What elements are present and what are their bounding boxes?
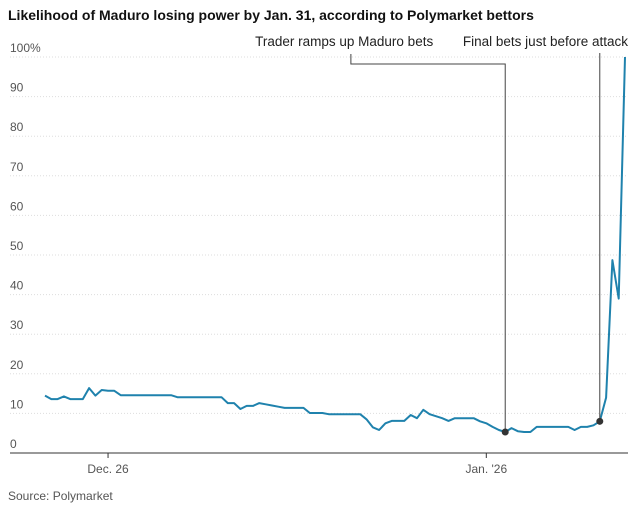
- y-tick-label: 70: [10, 160, 24, 174]
- annotation: Final bets just before attack: [463, 34, 628, 49]
- annotation: Trader ramps up Maduro bets: [255, 34, 433, 49]
- y-tick-label: 80: [10, 120, 24, 134]
- annotation-point: [596, 417, 604, 425]
- source: Source: Polymarket: [8, 489, 113, 503]
- x-tick-label: Dec. 26: [87, 462, 129, 476]
- y-tick-label: 10: [10, 397, 24, 411]
- y-tick-label: 40: [10, 279, 24, 293]
- y-tick-label: 100%: [10, 41, 41, 55]
- annotation-point: [501, 428, 509, 436]
- y-tick-label: 90: [10, 81, 24, 95]
- chart-title: Likelihood of Maduro losing power by Jan…: [8, 7, 534, 23]
- series-line: [44, 56, 626, 433]
- y-tick-label: 0: [10, 437, 17, 451]
- y-tick-label: 60: [10, 199, 24, 213]
- leader-line: [350, 54, 506, 433]
- y-tick-label: 30: [10, 318, 24, 332]
- y-tick-label: 20: [10, 358, 24, 372]
- x-tick-label: Jan. '26: [465, 462, 507, 476]
- y-tick-label: 50: [10, 239, 24, 253]
